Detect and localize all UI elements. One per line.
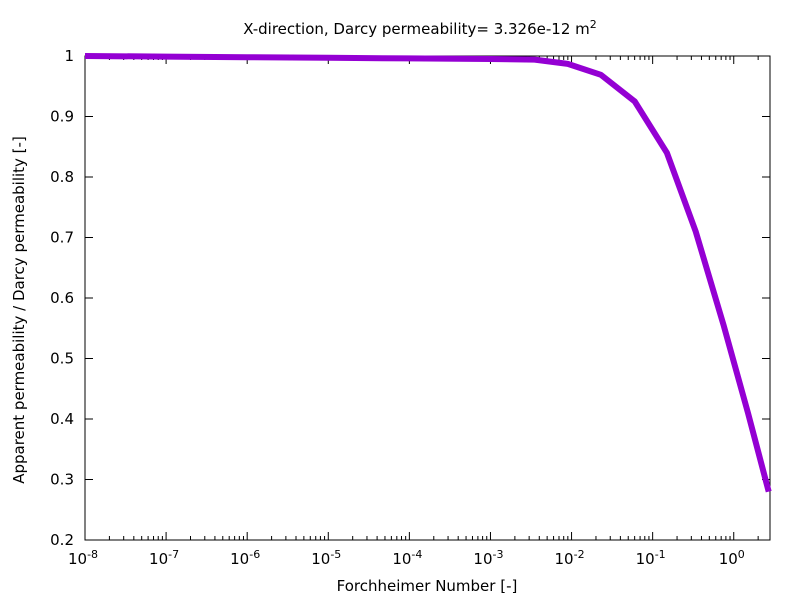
x-tick-label: 10-5 xyxy=(311,548,341,568)
y-tick-label: 0.7 xyxy=(50,229,74,247)
x-tick-label: 10-4 xyxy=(392,548,422,568)
y-tick-label: 0.4 xyxy=(50,410,74,428)
y-tick-label: 0.9 xyxy=(50,108,74,126)
x-axis-label: Forchheimer Number [-] xyxy=(337,577,518,595)
y-tick-label: 0.6 xyxy=(50,289,74,307)
x-tick-label: 10-3 xyxy=(473,548,503,568)
x-tick-label: 10-2 xyxy=(555,548,585,568)
x-tick-label: 10-7 xyxy=(149,548,179,568)
y-tick-label: 0.5 xyxy=(50,350,74,368)
x-tick-label: 10-8 xyxy=(68,548,98,568)
y-tick-label: 0.2 xyxy=(50,531,74,549)
chart-title-superscript: 2 xyxy=(590,18,597,31)
x-tick-label: 100 xyxy=(719,548,745,568)
y-tick-label: 0.8 xyxy=(50,168,74,186)
y-tick-label: 0.3 xyxy=(50,471,74,489)
y-axis-label: Apparent permeability / Darcy permeabili… xyxy=(10,136,28,484)
chart-title: X-direction, Darcy permeability= 3.326e-… xyxy=(243,18,597,38)
x-tick-label: 10-6 xyxy=(230,548,260,568)
y-tick-label: 1 xyxy=(64,47,74,65)
plot-frame xyxy=(84,55,771,541)
chart-title-text: X-direction, Darcy permeability= 3.326e-… xyxy=(243,20,590,38)
series-line xyxy=(84,53,772,493)
plot-area: 1 0.9 0.8 0.7 0.6 0.5 0.4 0.3 0.210-8 10-7 10-6 10-… xyxy=(50,47,772,568)
x-tick-label: 10-1 xyxy=(636,548,666,568)
